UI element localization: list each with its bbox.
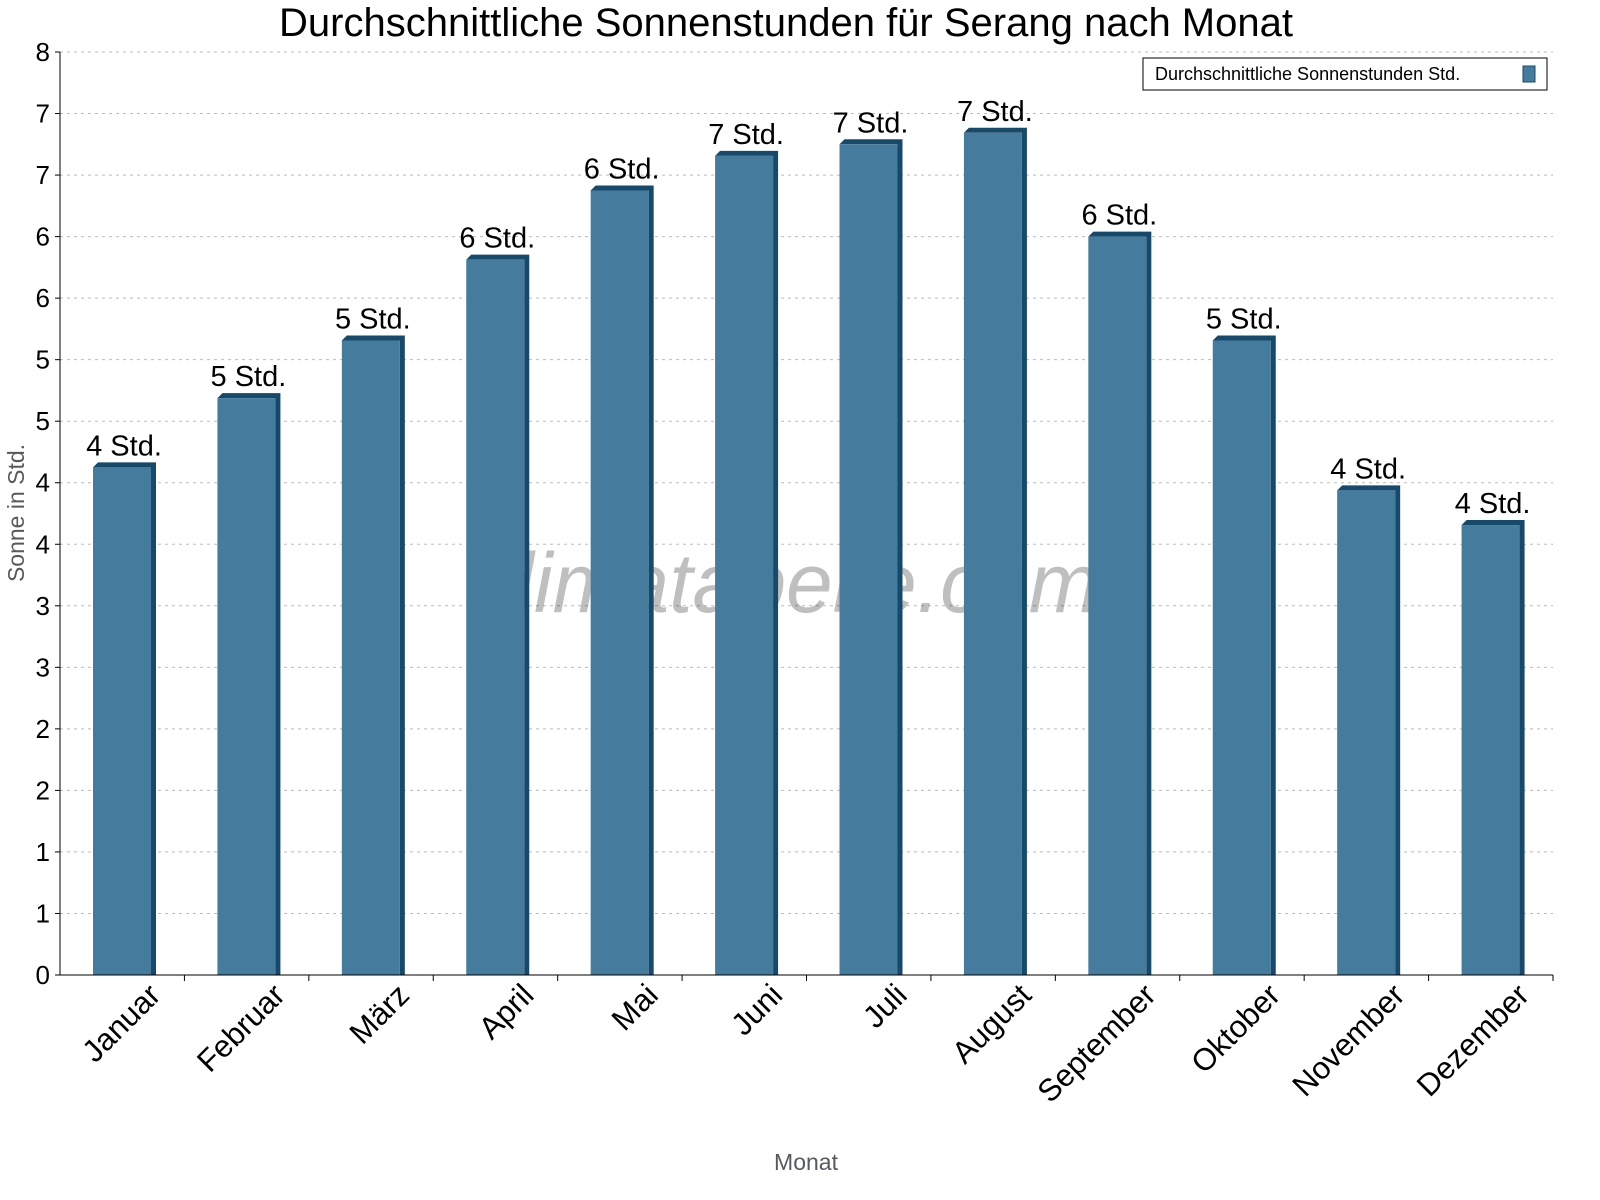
bar (1212, 340, 1271, 975)
y-tick-label: 2 (36, 775, 50, 805)
y-axis-label: Sonne in Std. (3, 444, 29, 582)
y-tick-label: 6 (36, 283, 50, 313)
data-label: 5 Std. (1206, 303, 1282, 335)
y-tick-label: 3 (36, 652, 50, 682)
y-tick-label: 7 (36, 160, 50, 190)
x-tick-label: Oktober (1184, 977, 1287, 1080)
y-tick-label: 0 (36, 960, 50, 990)
bar (1461, 525, 1520, 975)
legend-box (1142, 57, 1548, 91)
data-label: 5 Std. (335, 303, 411, 335)
y-tick-label: 2 (36, 714, 50, 744)
x-tick-label: Februar (190, 977, 292, 1079)
chart-title: Durchschnittliche Sonnenstunden für Sera… (279, 1, 1293, 45)
x-axis-label: Monat (774, 1149, 839, 1175)
x-tick-label: August (945, 977, 1038, 1070)
y-tick-label: 1 (36, 898, 50, 928)
data-label: 7 Std. (708, 119, 784, 151)
bar (93, 467, 151, 975)
data-label: 6 Std. (1081, 200, 1157, 232)
legend: Durchschnittliche Sonnenstunden Std. (1142, 57, 1548, 91)
data-label: 4 Std. (86, 430, 162, 462)
bar (1088, 236, 1147, 976)
data-label: 4 Std. (1330, 453, 1406, 485)
data-label: 6 Std. (584, 153, 660, 185)
bar (1337, 490, 1396, 975)
data-label: 4 Std. (1455, 488, 1531, 520)
y-tick-label: 4 (36, 468, 50, 498)
y-tick-label: 4 (36, 529, 50, 559)
legend-swatch (1522, 65, 1536, 83)
data-label: 6 Std. (459, 223, 535, 255)
y-tick-label: 5 (36, 345, 50, 375)
bar (839, 144, 898, 976)
x-tick-label: Dezember (1410, 977, 1536, 1103)
x-tick-label: Juli (856, 977, 914, 1035)
bar (341, 340, 400, 975)
x-tick-label: März (343, 977, 416, 1050)
x-tick-label: September (1031, 977, 1163, 1109)
bar (963, 132, 1022, 975)
bar (217, 398, 276, 975)
y-tick-label: 3 (36, 591, 50, 621)
bar (590, 190, 649, 975)
x-tick-label: November (1285, 977, 1411, 1103)
y-tick-label: 1 (36, 837, 50, 867)
bar (466, 259, 525, 975)
y-tick-label: 8 (36, 37, 50, 67)
x-tick-label: April (472, 977, 541, 1046)
y-tick-label: 7 (36, 99, 50, 129)
x-tick-label: Januar (75, 977, 167, 1069)
legend-label: Durchschnittliche Sonnenstunden Std. (1155, 64, 1460, 84)
data-label: 7 Std. (833, 107, 909, 139)
x-tick-label: Mai (605, 977, 665, 1037)
y-tick-label: 6 (36, 222, 50, 252)
y-tick-label: 5 (36, 406, 50, 436)
x-tick-label: Juni (724, 977, 789, 1042)
data-label: 7 Std. (957, 96, 1033, 128)
bar (715, 155, 774, 975)
data-label: 5 Std. (211, 361, 287, 393)
